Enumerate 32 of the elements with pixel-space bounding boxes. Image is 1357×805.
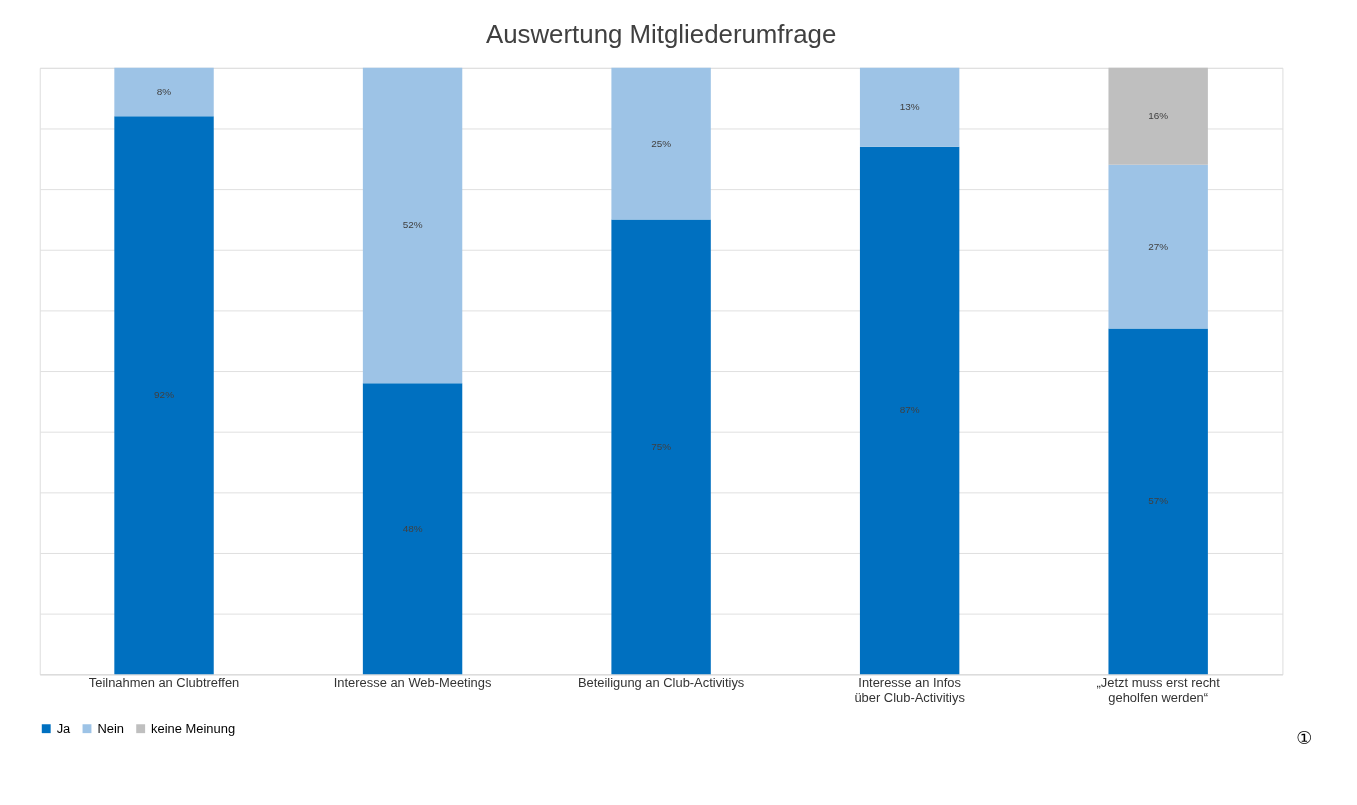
x-tick-label: Teilnahmen an Clubtreffen <box>88 674 240 690</box>
legend-label: keine Meinung <box>151 720 236 736</box>
x-tick-label: „Jetzt muss erst recht geholfen werden“ <box>1096 674 1221 705</box>
data-label: 48% <box>402 522 423 534</box>
bar <box>1108 328 1208 675</box>
legend-label: Ja <box>56 720 72 736</box>
bar <box>611 67 711 220</box>
data-label: 16% <box>1148 110 1169 122</box>
bar <box>1108 67 1208 165</box>
data-label: 13% <box>899 101 920 113</box>
data-label: 52% <box>402 219 423 231</box>
data-label: 8% <box>156 86 172 98</box>
bar <box>859 67 960 147</box>
data-label: 27% <box>1148 240 1169 252</box>
data-label: 92% <box>154 389 175 401</box>
x-tick-label: Interesse an Infos über Club-Activitiys <box>854 674 965 705</box>
data-label: 25% <box>651 137 672 149</box>
data-label: 75% <box>651 440 672 452</box>
bar <box>362 383 463 675</box>
text: ① <box>1296 726 1313 748</box>
bar <box>859 146 960 675</box>
x-tick-label: Beteiligung an Club-Activitiys <box>577 674 745 690</box>
data-label: 87% <box>899 404 920 416</box>
chart-title: Auswertung Mitgliederumfrage <box>485 19 837 48</box>
x-tick-label: Interesse an Web-Meetings <box>333 674 492 690</box>
bar <box>362 67 463 384</box>
legend-label: Nein <box>97 720 124 736</box>
bar <box>1108 164 1208 329</box>
bar <box>611 219 711 675</box>
bar <box>114 67 214 117</box>
bar <box>114 116 214 675</box>
data-label: 57% <box>1148 495 1169 507</box>
